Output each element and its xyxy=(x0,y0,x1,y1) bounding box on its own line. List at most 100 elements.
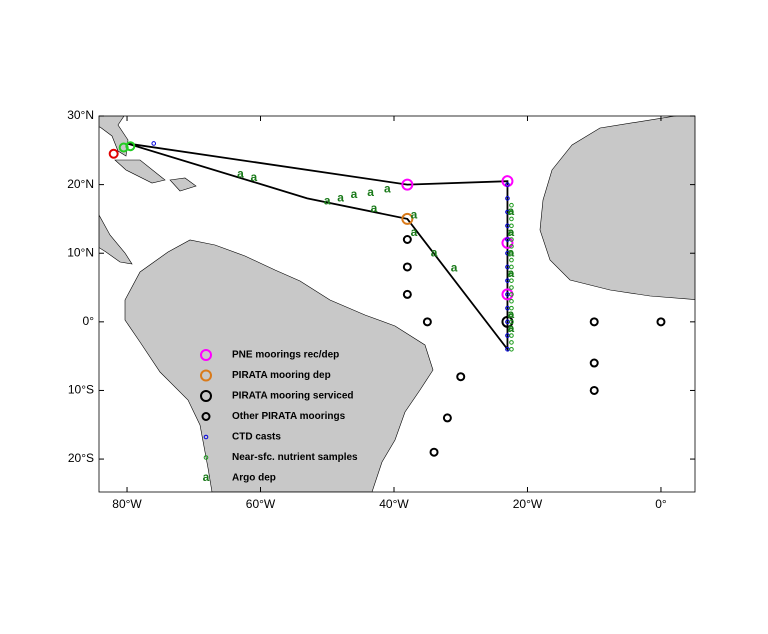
point: a xyxy=(337,191,344,205)
legend-marker xyxy=(200,369,212,382)
point: a xyxy=(237,166,244,180)
legend-item: PNE moorings rec/dep xyxy=(200,349,339,361)
point: a xyxy=(371,201,378,215)
legend-label: PIRATA mooring serviced xyxy=(232,391,354,402)
legend-item: PIRATA mooring serviced xyxy=(200,390,354,402)
x-tick-label: 0° xyxy=(655,497,667,511)
point xyxy=(509,312,514,318)
point xyxy=(456,372,466,382)
legend-marker xyxy=(200,349,212,361)
point: a xyxy=(507,204,514,218)
layer xyxy=(501,315,514,328)
point xyxy=(401,178,414,191)
layer xyxy=(402,235,666,457)
point xyxy=(509,278,514,283)
point xyxy=(125,141,136,152)
point xyxy=(442,413,452,423)
y-tick-label: 30°N xyxy=(67,108,94,122)
legend-label: PIRATA mooring dep xyxy=(232,370,331,381)
point: a xyxy=(250,170,257,184)
legend-item: a Argo dep xyxy=(203,470,276,484)
point xyxy=(402,235,412,245)
y-tick-label: 20°S xyxy=(68,451,94,465)
point xyxy=(151,141,157,146)
point xyxy=(656,317,666,327)
point: a xyxy=(411,225,418,239)
layer xyxy=(108,148,119,159)
legend-marker xyxy=(203,434,209,440)
point: a xyxy=(431,245,438,259)
land xyxy=(99,116,695,492)
legend-label: PNE moorings rec/dep xyxy=(232,350,339,361)
layer xyxy=(118,141,136,153)
point xyxy=(118,142,129,153)
legend-marker xyxy=(200,390,212,402)
layer xyxy=(401,212,414,225)
point: a xyxy=(451,260,458,274)
point xyxy=(402,262,412,272)
legend-label: Argo dep xyxy=(232,473,276,484)
x-tick-label: 20°W xyxy=(513,497,543,511)
point xyxy=(505,196,510,201)
point xyxy=(509,333,514,338)
hispaniola xyxy=(169,177,197,192)
legend-item: Other PIRATA moorings xyxy=(201,411,346,422)
legend-marker: a xyxy=(203,470,210,484)
point xyxy=(509,223,514,229)
point: a xyxy=(507,266,514,280)
north-america xyxy=(99,116,129,157)
point xyxy=(509,285,514,290)
point xyxy=(589,358,599,368)
point xyxy=(509,292,514,297)
point xyxy=(589,385,599,395)
point xyxy=(509,298,514,304)
point xyxy=(501,315,514,328)
point xyxy=(501,288,514,301)
point: a xyxy=(507,245,514,259)
x-tick-label: 80°W xyxy=(112,497,142,511)
legend-label: Other PIRATA moorings xyxy=(232,411,346,422)
map-frame xyxy=(98,115,696,493)
point xyxy=(505,182,510,187)
point xyxy=(509,326,514,332)
legend-item: Near-sfc. nutrient samples xyxy=(203,452,358,463)
point: a xyxy=(507,307,514,321)
layer xyxy=(509,202,514,352)
point xyxy=(509,250,514,256)
point: a xyxy=(507,225,514,239)
point xyxy=(429,447,439,457)
point xyxy=(401,212,414,225)
legend-label: Near-sfc. nutrient samples xyxy=(232,452,358,463)
point: a xyxy=(324,193,331,207)
point xyxy=(509,216,514,222)
legend-marker xyxy=(201,412,211,421)
point xyxy=(509,346,514,352)
point xyxy=(509,340,514,345)
south-america xyxy=(124,239,434,492)
layer xyxy=(401,175,514,301)
legend-item: PIRATA mooring dep xyxy=(200,369,331,382)
point: a xyxy=(384,182,391,196)
x-tick-label: 60°W xyxy=(246,497,276,511)
y-tick-label: 10°S xyxy=(68,383,94,397)
point xyxy=(509,305,514,311)
point xyxy=(509,244,514,249)
legend-label: CTD casts xyxy=(232,432,281,443)
legend-marker xyxy=(203,455,209,460)
point xyxy=(509,237,514,242)
point xyxy=(402,289,412,299)
point: a xyxy=(351,187,358,201)
point: a xyxy=(411,208,418,222)
point xyxy=(509,202,514,208)
africa xyxy=(539,116,695,300)
point: a xyxy=(367,185,374,199)
point xyxy=(509,209,514,215)
point xyxy=(509,319,514,325)
point xyxy=(589,317,599,327)
cuba xyxy=(114,159,166,184)
point xyxy=(509,257,514,263)
point xyxy=(422,317,432,327)
point xyxy=(509,230,514,235)
